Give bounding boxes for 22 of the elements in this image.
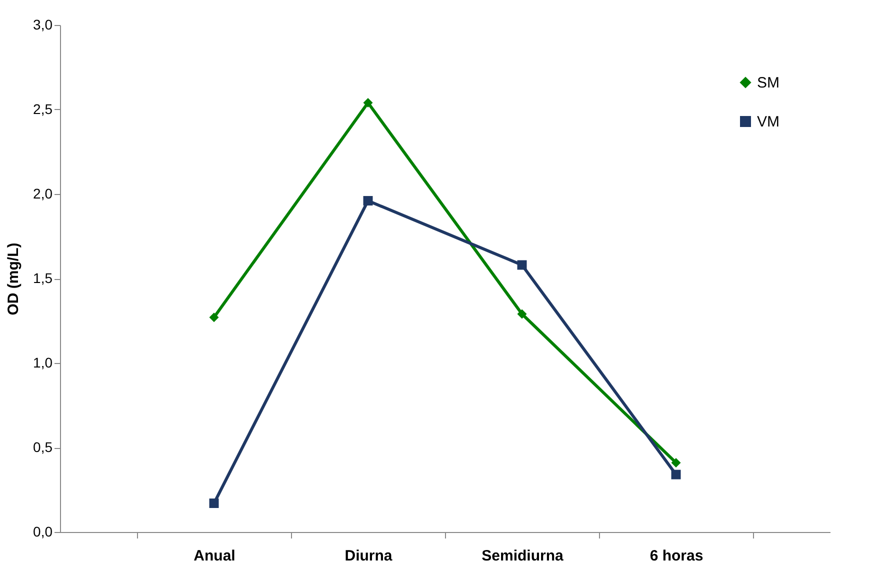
x-tick-label: Diurna [344, 548, 393, 564]
point [671, 470, 681, 480]
point [517, 260, 527, 270]
point [671, 458, 681, 468]
y-tick-label: 3,0 [33, 16, 53, 32]
legend-label: SM [757, 74, 780, 92]
point [363, 196, 373, 206]
y-tick-label: 1,0 [33, 354, 53, 370]
y-tick-label: 1,5 [33, 270, 53, 286]
y-tick-label: 0,5 [33, 439, 53, 455]
legend-label: VM [757, 114, 780, 130]
point [209, 312, 219, 322]
y-tick-label: 2,0 [33, 186, 53, 202]
point [209, 498, 219, 508]
x-tick-label: Semidiurna [482, 548, 564, 564]
x-tick-label: 6 horas [650, 548, 704, 564]
y-tick-label: 2,5 [33, 101, 53, 117]
y-axis-title: OD (mg/L) [5, 242, 22, 316]
point [517, 309, 527, 319]
x-tick-label: Anual [194, 548, 236, 564]
point [363, 98, 373, 108]
y-tick-label: 0,0 [33, 524, 53, 540]
